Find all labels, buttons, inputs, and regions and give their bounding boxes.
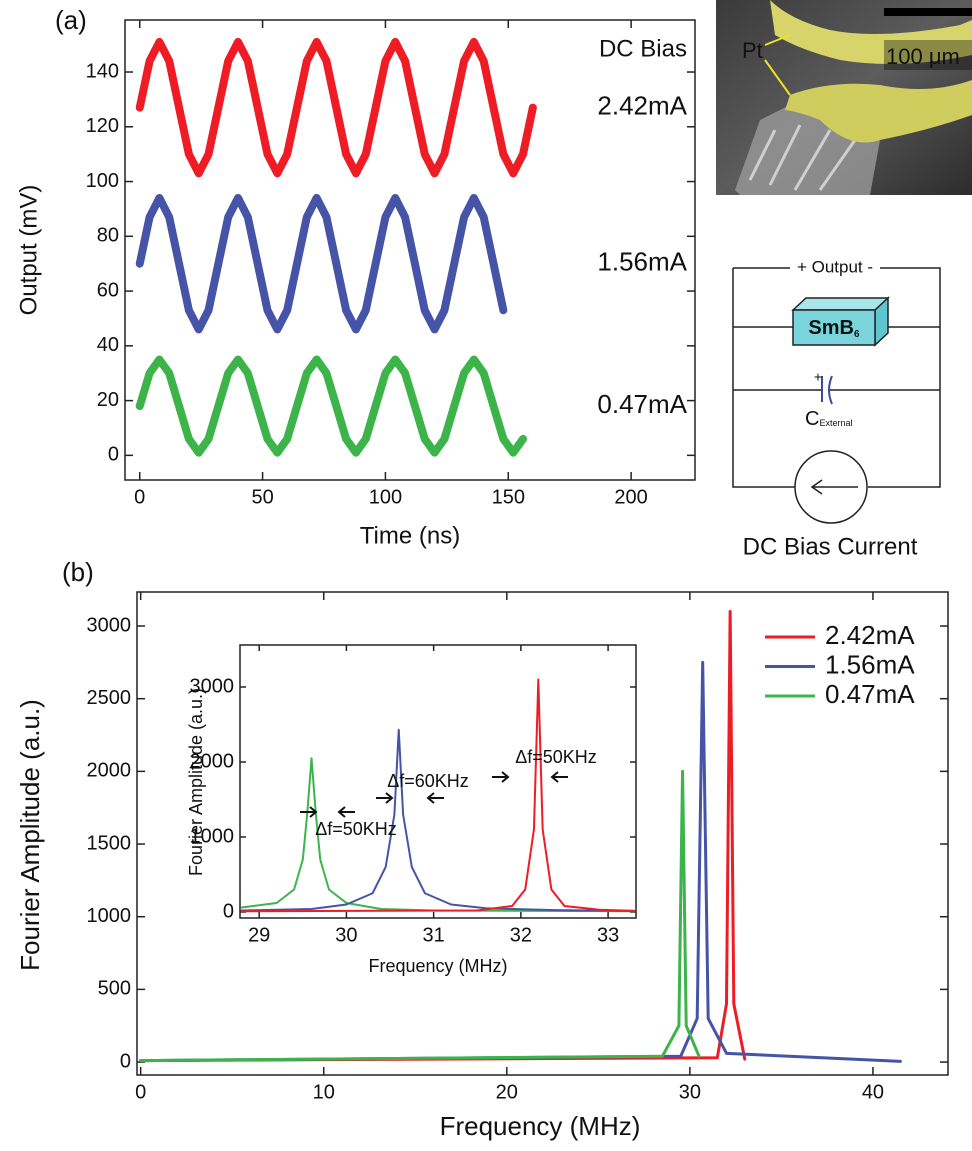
series-line — [139, 660, 902, 1063]
circuit-box-label-main: SmB — [808, 317, 854, 339]
x-tick-label: 20 — [496, 1081, 518, 1103]
x-tick-label: 0 — [135, 1081, 146, 1103]
x-tick-label: 50 — [251, 486, 273, 508]
x-tick-label: 40 — [862, 1081, 884, 1103]
y-tick-label: 2000 — [190, 750, 235, 772]
panel-label: (a) — [55, 5, 87, 35]
series-line — [240, 728, 636, 912]
x-tick-label: 30 — [679, 1081, 701, 1103]
x-tick-label: 32 — [510, 924, 532, 946]
annotation: Δf=60KHz — [387, 771, 469, 791]
legend-label: 2.42mA — [825, 620, 915, 650]
legend-label: 1.56mA — [825, 649, 915, 679]
y-tick-label: 0 — [223, 900, 234, 922]
y-tick-label: 100 — [86, 170, 119, 192]
series-line — [240, 757, 636, 913]
y-tick-label: 1000 — [190, 825, 235, 847]
x-axis-label: Frequency (MHz) — [440, 1111, 641, 1141]
y-tick-label: 500 — [98, 978, 131, 1000]
x-axis-label: Frequency (MHz) — [368, 956, 507, 976]
circuit-source-label: DC Bias Current — [743, 533, 918, 560]
y-axis-label: Output (mV) — [15, 185, 42, 316]
annotation: Δf=50KHz — [315, 819, 397, 839]
annotation-arrow — [300, 806, 355, 818]
capacitor-label-main: C — [805, 408, 819, 430]
series-line — [139, 769, 701, 1063]
scale-bar-label: 100 μm — [886, 44, 960, 69]
x-tick-label: 30 — [335, 924, 357, 946]
legend-label: 2.42mA — [597, 90, 687, 120]
capacitor-label: CExternal — [805, 408, 852, 430]
x-tick-label: 0 — [134, 486, 145, 508]
annotation-arrow — [376, 792, 444, 804]
x-axis-label: Time (ns) — [360, 522, 460, 549]
y-tick-label: 2000 — [87, 760, 132, 782]
legend-label: 0.47mA — [825, 679, 915, 709]
legend-label: 0.47mA — [597, 389, 687, 419]
y-tick-label: 20 — [97, 389, 119, 411]
sem-image: Pt 100 μm — [716, 0, 972, 195]
x-tick-label: 100 — [369, 486, 402, 508]
y-tick-label: 0 — [120, 1050, 131, 1072]
y-tick-label: 80 — [97, 225, 119, 247]
plot-area — [239, 644, 637, 919]
y-tick-label: 3000 — [190, 675, 235, 697]
series-line — [240, 678, 636, 913]
x-tick-label: 10 — [313, 1081, 335, 1103]
y-axis-label: Fourier Amplitude (a.u.) — [186, 688, 206, 876]
y-tick-label: 1000 — [87, 905, 132, 927]
legend-label: 1.56mA — [597, 247, 687, 277]
circuit-output-label: + Output - — [797, 257, 873, 276]
y-tick-label: 140 — [86, 60, 119, 82]
y-tick-label: 3000 — [87, 614, 132, 636]
series-line — [135, 193, 508, 334]
x-tick-label: 150 — [492, 486, 525, 508]
circuit-box-label-sub: 6 — [854, 329, 860, 340]
y-axis-label: Fourier Amplitude (a.u.) — [15, 699, 45, 971]
image-label: Pt — [742, 38, 763, 63]
x-tick-label: 29 — [248, 924, 270, 946]
annotation-arrow — [492, 771, 568, 783]
y-tick-label: 0 — [108, 444, 119, 466]
circuit — [732, 267, 941, 524]
capacitor-label-sub: External — [819, 418, 852, 428]
panel-label: (b) — [62, 557, 94, 587]
series-line — [135, 355, 528, 457]
legend-title: DC Bias — [599, 35, 687, 62]
capacitor-sign: + — [814, 369, 822, 385]
series-line — [135, 37, 537, 178]
y-tick-label: 1500 — [87, 832, 132, 854]
y-tick-label: 60 — [97, 279, 119, 301]
chart: 29 30 31 32 33 0 1000 2000 3000 Frequency (MHz) Fo… — [186, 644, 637, 976]
annotation: Δf=50KHz — [515, 747, 597, 767]
circuit-box-label: SmB6 — [808, 317, 860, 339]
x-tick-label: 31 — [423, 924, 445, 946]
x-tick-label: 200 — [614, 486, 647, 508]
chart: 0 50 100 150 200 0 20 40 60 80 100 120 140 Time (ns) O… — [15, 19, 696, 549]
y-tick-label: 120 — [86, 115, 119, 137]
y-tick-label: 2500 — [87, 687, 132, 709]
y-tick-label: 40 — [97, 334, 119, 356]
x-tick-label: 33 — [597, 924, 619, 946]
